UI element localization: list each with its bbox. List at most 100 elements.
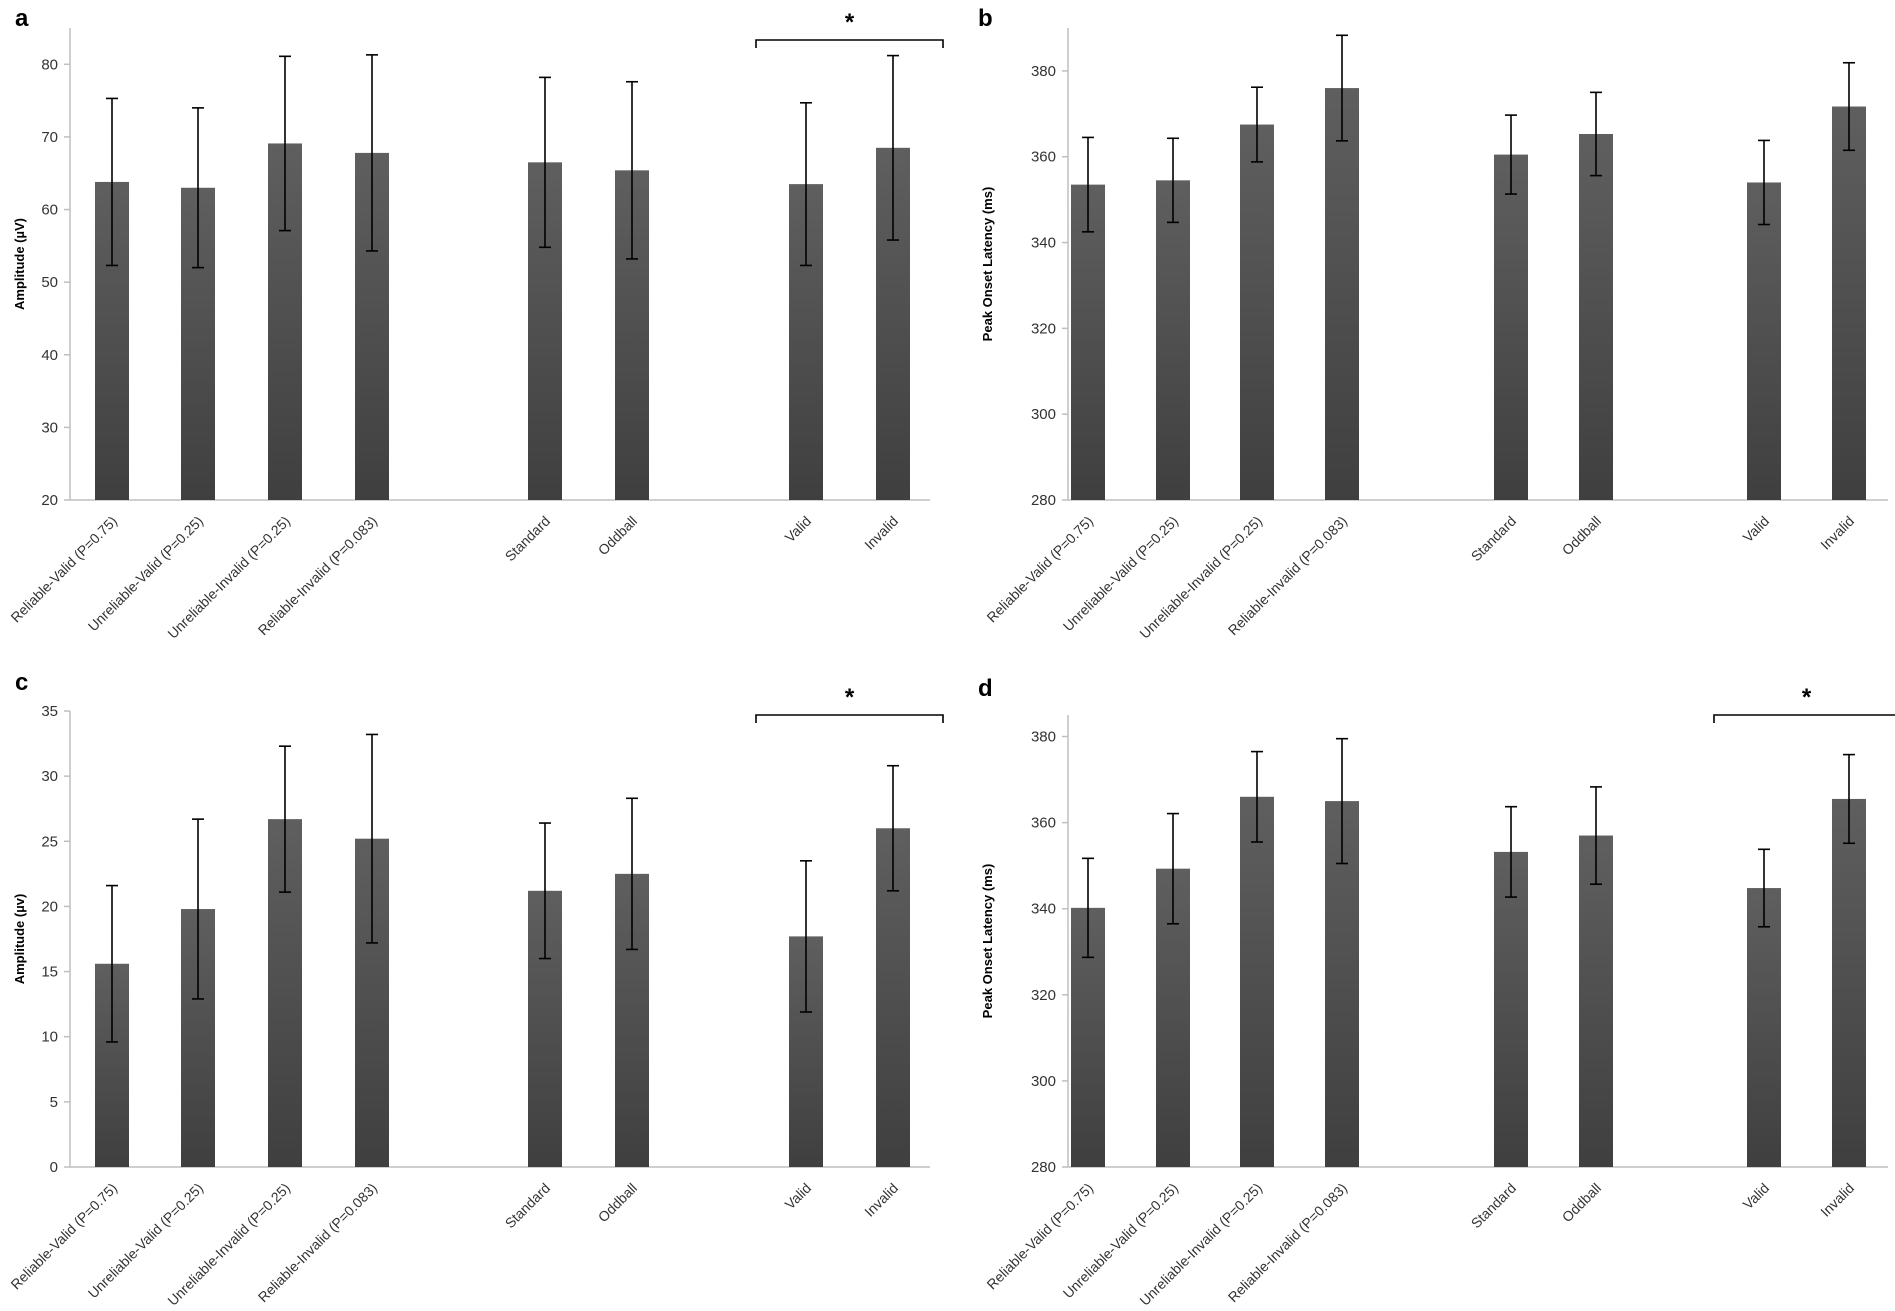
- error-bar: [1843, 753, 1855, 845]
- x-category-label: Standard: [502, 1180, 553, 1231]
- bar: [1156, 180, 1190, 500]
- y-axis-title: Amplitude (µV): [12, 218, 27, 310]
- error-bar: [626, 797, 638, 951]
- error-bar: [1505, 805, 1517, 898]
- chart-svg-b: b 280 300 320 340 360 380 Peak Onset Latency (m…: [978, 5, 1888, 642]
- x-category-label: Oddball: [1559, 513, 1604, 558]
- chart-panel-c: c 0 5 10 15 20 25 30 35 Amplitude (µv) Reliable-Va…: [0, 650, 960, 1311]
- y-tick-label: 60: [41, 202, 58, 219]
- error-bar: [1505, 114, 1517, 195]
- bar: [1240, 796, 1274, 1167]
- x-category-label: Standard: [1468, 513, 1519, 564]
- y-tick-label: 5: [50, 1094, 58, 1111]
- y-tick-label: 10: [41, 1029, 58, 1046]
- y-tick-label: 80: [41, 56, 58, 73]
- chart-panel-d: d 280 300 320 340 360 380 Peak Onset Latency (m…: [960, 650, 1895, 1311]
- significance-bracket: [755, 39, 944, 48]
- bar: [1832, 798, 1866, 1167]
- error-bar: [106, 884, 118, 1043]
- x-category-label: Invalid: [861, 513, 901, 553]
- y-axis-title: Peak Onset Latency (ms): [980, 864, 995, 1019]
- error-bar: [887, 54, 899, 241]
- error-bar: [192, 818, 204, 1000]
- error-bar: [192, 107, 204, 269]
- error-bar: [1167, 137, 1179, 224]
- error-bar: [887, 764, 899, 892]
- y-tick-label: 30: [41, 419, 58, 436]
- panel-label: d: [978, 675, 993, 702]
- x-category-label: Valid: [1740, 513, 1773, 546]
- error-bar: [1336, 34, 1348, 142]
- significance-marker: *: [845, 684, 855, 711]
- x-category-label: Oddball: [595, 1180, 640, 1225]
- error-bar: [366, 54, 378, 252]
- error-bar: [1758, 139, 1770, 226]
- error-bar: [800, 860, 812, 1013]
- y-tick-label: 15: [41, 964, 58, 981]
- chart-panel-a: a 20 30 40 50 60 70 80 Amplitude (µV) Reliable-Va…: [0, 0, 960, 650]
- error-bar: [366, 733, 378, 944]
- significance-bracket: [755, 714, 944, 723]
- y-tick-label: 380: [1031, 63, 1056, 80]
- bar: [1325, 88, 1359, 500]
- x-category-label: Standard: [502, 513, 553, 564]
- y-tick-label: 280: [1031, 1159, 1056, 1176]
- x-category-label: Oddball: [1559, 1180, 1604, 1225]
- y-axis-title: Amplitude (µv): [12, 894, 27, 985]
- error-bar: [1758, 848, 1770, 928]
- y-tick-label: 280: [1031, 492, 1056, 509]
- error-bar: [1336, 737, 1348, 865]
- error-bar: [800, 101, 812, 267]
- chart-panel-b: b 280 300 320 340 360 380 Peak Onset Latency (m…: [960, 0, 1895, 650]
- y-tick-label: 20: [41, 492, 58, 509]
- bar: [1579, 133, 1613, 500]
- error-bar: [539, 76, 551, 249]
- y-tick-label: 360: [1031, 149, 1056, 166]
- error-bar: [1251, 750, 1263, 843]
- error-bar: [1251, 86, 1263, 163]
- x-category-label: Valid: [1740, 1180, 1773, 1213]
- y-tick-label: 30: [41, 768, 58, 785]
- panel-label: a: [15, 5, 29, 32]
- y-tick-label: 20: [41, 898, 58, 915]
- y-tick-label: 0: [50, 1159, 58, 1176]
- significance-marker: *: [1802, 684, 1812, 711]
- x-category-label: Oddball: [595, 513, 640, 558]
- error-bar: [1843, 61, 1855, 152]
- x-category-label: Standard: [1468, 1180, 1519, 1231]
- bar: [1747, 888, 1781, 1167]
- y-tick-label: 50: [41, 274, 58, 291]
- bar: [1579, 835, 1613, 1167]
- y-tick-label: 320: [1031, 987, 1056, 1004]
- y-tick-label: 300: [1031, 1073, 1056, 1090]
- error-bar: [279, 55, 291, 232]
- y-tick-label: 320: [1031, 320, 1056, 337]
- y-tick-label: 35: [41, 703, 58, 720]
- y-axis-title: Peak Onset Latency (ms): [980, 187, 995, 342]
- x-category-label: Invalid: [1817, 513, 1857, 553]
- y-tick-label: 340: [1031, 235, 1056, 252]
- bar: [1494, 154, 1528, 500]
- y-tick-label: 40: [41, 347, 58, 364]
- bar: [1494, 851, 1528, 1167]
- significance-marker: *: [845, 9, 855, 36]
- chart-svg-d: d 280 300 320 340 360 380 Peak Onset Latency (m…: [978, 675, 1895, 1309]
- bar: [1747, 182, 1781, 501]
- error-bar: [626, 80, 638, 260]
- y-tick-label: 70: [41, 129, 58, 146]
- error-bar: [106, 97, 118, 267]
- error-bar: [1082, 857, 1094, 959]
- y-tick-label: 300: [1031, 406, 1056, 423]
- panel-label: b: [978, 5, 993, 32]
- panel-label: c: [15, 669, 28, 696]
- y-tick-label: 360: [1031, 815, 1056, 832]
- bar: [1832, 106, 1866, 501]
- error-bar: [1590, 786, 1602, 885]
- error-bar: [279, 745, 291, 893]
- x-category-label: Valid: [782, 513, 815, 546]
- bar: [1071, 184, 1105, 501]
- y-tick-label: 340: [1031, 901, 1056, 918]
